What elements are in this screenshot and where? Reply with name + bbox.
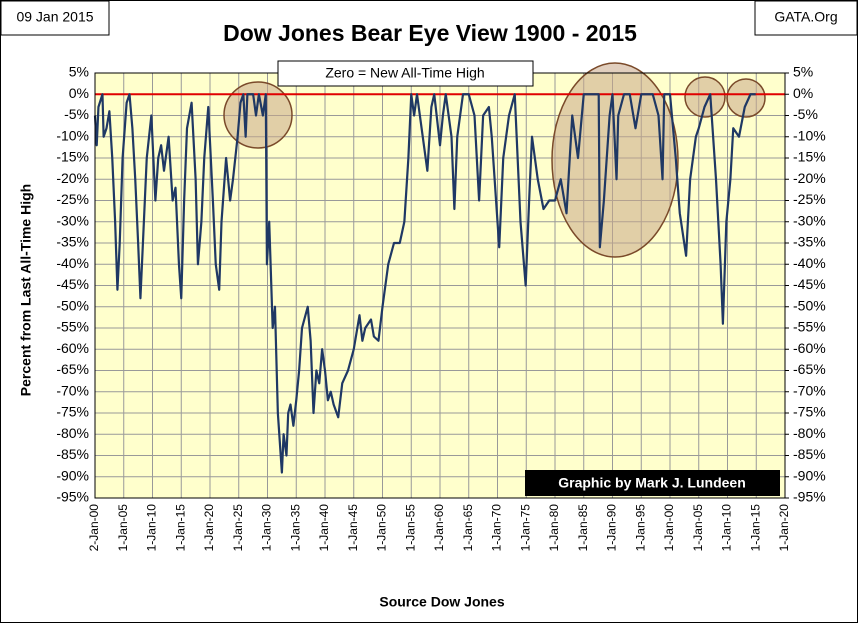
y-tick-label: 0% — [69, 85, 89, 101]
x-tick-label: 1-Jan-55 — [403, 504, 417, 552]
y2-tick-label: -20% — [793, 170, 826, 186]
y-tick-label: -75% — [56, 404, 89, 420]
x-tick-label: 1-Jan-65 — [461, 504, 475, 552]
highlight-circle — [223, 81, 293, 149]
y2-tick-label: -90% — [793, 467, 826, 483]
y2-tick-label: -85% — [793, 446, 826, 462]
x-tick-label: 1-Jan-10 — [145, 504, 159, 552]
y2-tick-label: -55% — [793, 319, 826, 335]
y-tick-label: -45% — [56, 276, 89, 292]
y2-tick-label: -95% — [793, 489, 826, 505]
y-tick-label: -35% — [56, 234, 89, 250]
y2-tick-label: 5% — [793, 64, 813, 80]
y-tick-label: -80% — [56, 425, 89, 441]
x-tick-label: 1-Jan-15 — [173, 504, 187, 552]
highlight-circle — [726, 78, 766, 118]
x-tick-label: 1-Jan-05 — [116, 504, 130, 552]
data-line — [93, 93, 756, 474]
x-tick-label: 1-Jan-80 — [547, 504, 561, 552]
source-site: GATA.Org — [774, 9, 837, 25]
y-tick-label: -65% — [56, 361, 89, 377]
x-tick-label: 1-Jan-45 — [346, 504, 360, 552]
y2-tick-label: -35% — [793, 234, 826, 250]
y-tick-label: -5% — [64, 106, 89, 122]
y2-tick-label: -10% — [793, 127, 826, 143]
y-tick-label: 5% — [69, 64, 89, 80]
y-tick-label: -90% — [56, 467, 89, 483]
x-tick-label: 1-Jan-70 — [490, 504, 504, 552]
y-tick-label: -40% — [56, 255, 89, 271]
x-tick-label: 1-Jan-30 — [260, 504, 274, 552]
y-tick-label: -60% — [56, 340, 89, 356]
x-tick-label: 1-Jan-40 — [317, 504, 331, 552]
y-tick-label: -95% — [56, 489, 89, 505]
x-tick-label: 1-Jan-10 — [720, 504, 734, 552]
annotation-box — [277, 60, 534, 87]
y2-tick-label: -30% — [793, 212, 826, 228]
x-tick-label: 1-Jan-50 — [375, 504, 389, 552]
credit-box — [525, 470, 780, 496]
y-tick-label: -15% — [56, 149, 89, 165]
x-tick-label: 1-Jan-90 — [605, 504, 619, 552]
x-tick-label: 1-Jan-35 — [288, 504, 302, 552]
y-tick-label: -85% — [56, 446, 89, 462]
highlight-circle — [684, 76, 726, 118]
y-axis-label: Percent from Last All-Time High — [18, 184, 34, 396]
site-box — [754, 0, 858, 36]
y2-tick-label: -45% — [793, 276, 826, 292]
y-tick-label: -10% — [56, 127, 89, 143]
x-tick-label: 1-Jan-20 — [777, 504, 791, 552]
y2-tick-label: -65% — [793, 361, 826, 377]
chart-title: Dow Jones Bear Eye View 1900 - 2015 — [223, 20, 637, 46]
credit: Graphic by Mark J. Lundeen — [558, 475, 746, 491]
x-tick-label: 1-Jan-95 — [633, 504, 647, 552]
date-box — [0, 0, 110, 36]
x-tick-label: 1-Jan-85 — [576, 504, 590, 552]
y-tick-label: -50% — [56, 297, 89, 313]
y2-tick-label: -15% — [793, 149, 826, 165]
y2-tick-label: -50% — [793, 297, 826, 313]
y2-tick-label: -70% — [793, 382, 826, 398]
x-tick-label: 1-Jan-15 — [748, 504, 762, 552]
x-tick-label: 2-Jan-00 — [87, 504, 101, 552]
x-tick-label: 1-Jan-75 — [518, 504, 532, 552]
y2-tick-label: -25% — [793, 191, 826, 207]
x-tick-label: 1-Jan-20 — [202, 504, 216, 552]
y-tick-label: -25% — [56, 191, 89, 207]
y-tick-label: -55% — [56, 319, 89, 335]
y-tick-label: -70% — [56, 382, 89, 398]
date-label: 09 Jan 2015 — [16, 9, 93, 25]
x-tick-label: 1-Jan-25 — [231, 504, 245, 552]
y2-tick-label: -5% — [793, 106, 818, 122]
x-tick-label: 1-Jan-05 — [691, 504, 705, 552]
y2-tick-label: -40% — [793, 255, 826, 271]
y2-tick-label: -60% — [793, 340, 826, 356]
annotation: Zero = New All-Time High — [325, 65, 484, 81]
x-tick-label: 1-Jan-00 — [662, 504, 676, 552]
y2-tick-label: 0% — [793, 85, 813, 101]
y2-tick-label: -80% — [793, 425, 826, 441]
y2-tick-label: -75% — [793, 404, 826, 420]
y-tick-label: -30% — [56, 212, 89, 228]
x-tick-label: 1-Jan-60 — [432, 504, 446, 552]
y-tick-label: -20% — [56, 170, 89, 186]
x-axis-label: Source Dow Jones — [379, 594, 504, 610]
